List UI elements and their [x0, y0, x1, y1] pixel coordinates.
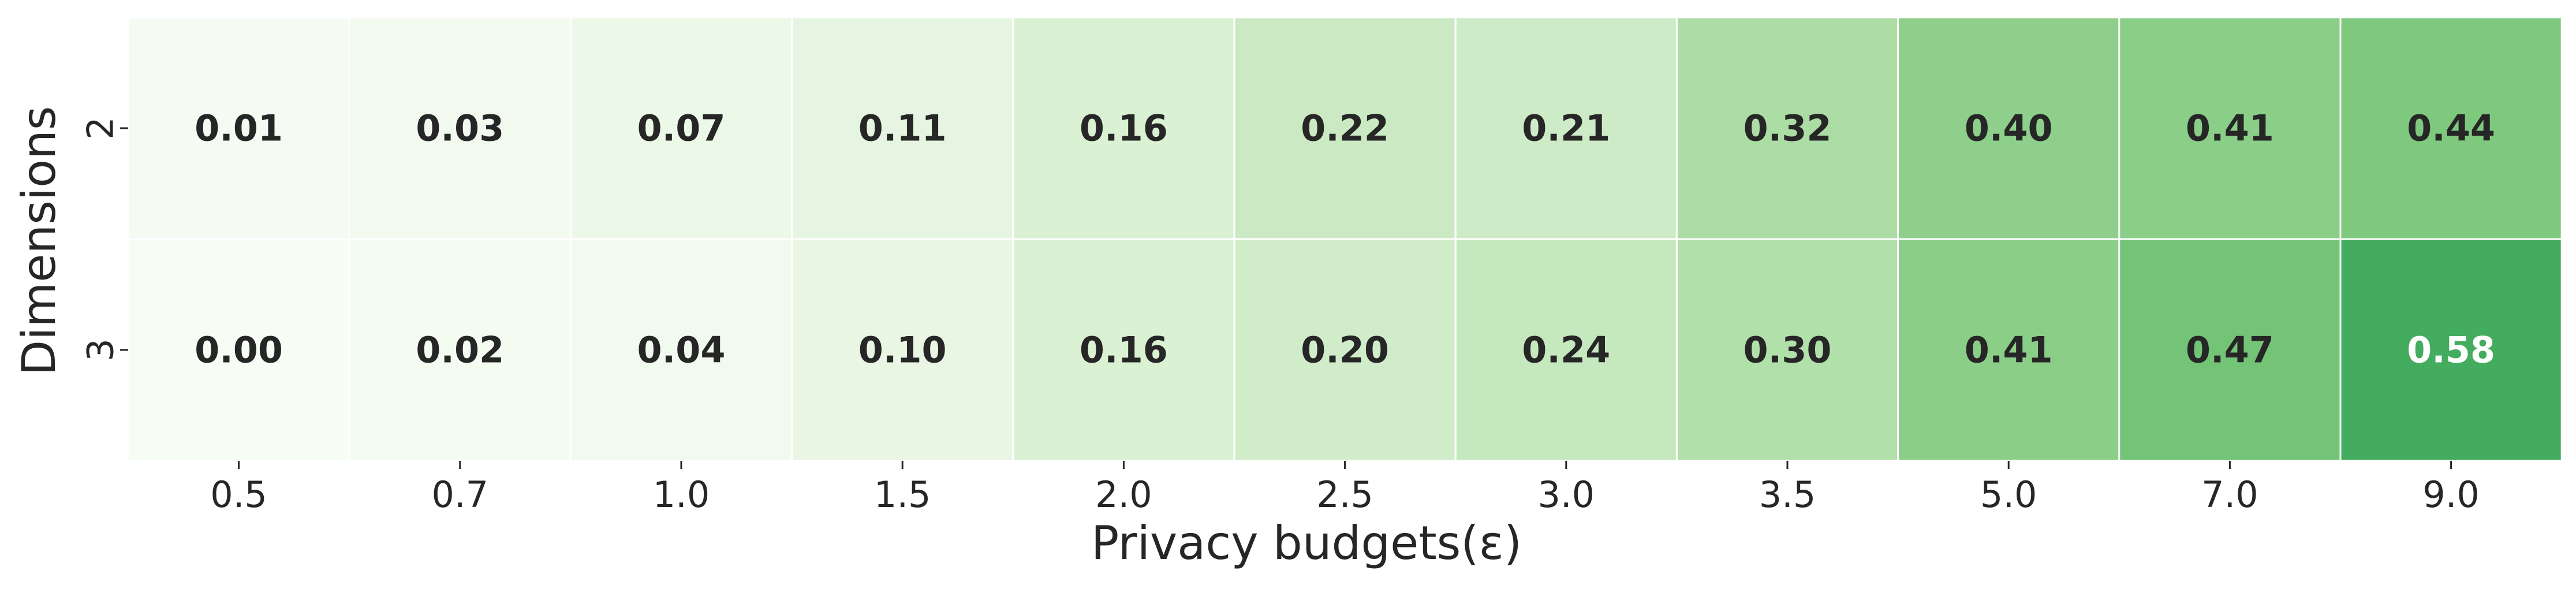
cell-value-label: 0.41 — [2186, 107, 2274, 150]
x-tick-label: 7.0 — [2201, 474, 2258, 516]
x-tick-label: 9.0 — [2422, 474, 2480, 516]
x-tick-label: 3.5 — [1759, 474, 1816, 516]
heatmap-cell — [1012, 238, 1235, 462]
heatmap-cell — [1233, 16, 1457, 240]
cell-value-label: 0.44 — [2407, 107, 2495, 150]
heatmap-cell — [791, 16, 1014, 240]
x-axis-label: Privacy budgets(ε) — [1091, 516, 1522, 570]
x-tick-label: 1.5 — [874, 474, 931, 516]
x-tick-label: 0.5 — [210, 474, 267, 516]
cell-value-label: 0.21 — [1522, 107, 1610, 150]
cell-value-label: 0.16 — [1080, 107, 1168, 150]
heatmap-cell — [1012, 16, 1235, 240]
heatmap-cell — [791, 238, 1014, 462]
cell-value-label: 0.40 — [1965, 107, 2053, 150]
x-tick-label: 1.0 — [653, 474, 710, 516]
x-axis-ticks: 0.5 0.7 1.0 1.5 2.0 2.5 3.0 3.5 5.0 7.0 9.0 — [210, 461, 2480, 516]
cell-value-label: 0.20 — [1301, 329, 1389, 371]
heatmap-cell — [1233, 238, 1457, 462]
cell-value-label: 0.41 — [1965, 329, 2053, 371]
heatmap-cells — [127, 16, 2563, 462]
heatmap-cell — [127, 16, 350, 240]
y-axis-label: Dimensions — [12, 106, 66, 376]
heatmap-cell — [1897, 238, 2120, 462]
y-axis-ticks: 23 — [80, 117, 128, 361]
heatmap-cell — [569, 16, 793, 240]
y-tick-label: 2 — [80, 117, 122, 139]
cell-value-label: 0.00 — [195, 329, 283, 371]
cell-value-label: 0.02 — [416, 329, 504, 371]
cell-value-label: 0.07 — [637, 107, 726, 150]
heatmap-cell — [348, 238, 572, 462]
heatmap-cell — [1675, 16, 1899, 240]
x-tick-label: 2.0 — [1095, 474, 1152, 516]
heatmap-cell — [2118, 16, 2342, 240]
cell-value-label: 0.04 — [637, 329, 726, 371]
heatmap-cell — [2339, 238, 2563, 462]
cell-value-label: 0.11 — [858, 107, 947, 150]
heatmap-cell — [348, 16, 572, 240]
x-tick-label: 2.5 — [1316, 474, 1373, 516]
cell-value-label: 0.10 — [858, 329, 947, 371]
x-tick-label: 3.0 — [1537, 474, 1595, 516]
heatmap-cell — [1675, 238, 1899, 462]
cell-value-label: 0.58 — [2407, 329, 2495, 371]
y-tick-label: 3 — [80, 338, 122, 361]
heatmap-cell — [2339, 16, 2563, 240]
cell-value-labels: 0.01 0.03 0.07 0.11 0.16 0.22 0.21 0.32 0.40 0.41… — [195, 107, 2495, 371]
cell-value-label: 0.32 — [1744, 107, 1832, 150]
heatmap-cell — [127, 238, 350, 462]
cell-value-label: 0.47 — [2186, 329, 2274, 371]
cell-value-label: 0.24 — [1522, 329, 1610, 371]
heatmap-cell — [1454, 238, 1678, 462]
x-tick-label: 0.7 — [431, 474, 488, 516]
heatmap-cell — [2118, 238, 2342, 462]
cell-value-label: 0.16 — [1080, 329, 1168, 371]
cell-value-label: 0.01 — [195, 107, 283, 150]
heatmap-cell — [569, 238, 793, 462]
cell-value-label: 0.22 — [1301, 107, 1389, 150]
x-tick-label: 5.0 — [1980, 474, 2037, 516]
cell-value-label: 0.03 — [416, 107, 504, 150]
cell-value-label: 0.30 — [1744, 329, 1832, 371]
